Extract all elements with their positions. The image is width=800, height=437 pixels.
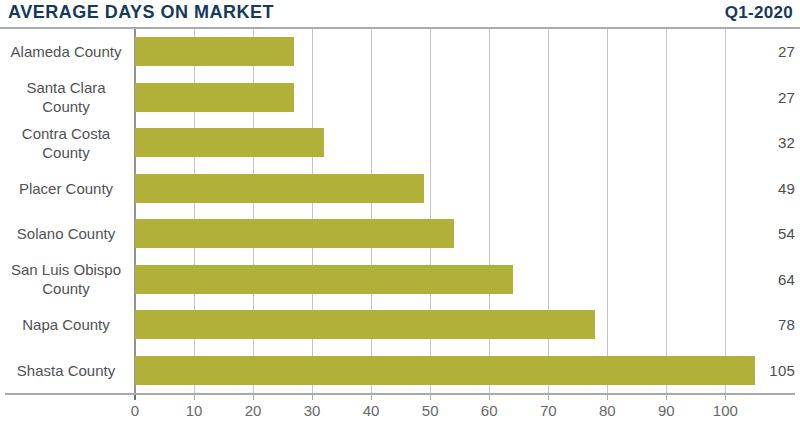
category-label-placer-county: Placer County (4, 166, 128, 212)
bar-row (135, 166, 795, 212)
tick-label: 10 (186, 402, 203, 419)
value-label-santa-clara-county: 27 (725, 75, 795, 121)
tick-mark (430, 395, 431, 400)
tick-label: 70 (540, 402, 557, 419)
bar-shasta-county (135, 356, 755, 385)
value-label-placer-county: 49 (725, 166, 795, 212)
value-label-contra-costa-county: 32 (725, 120, 795, 166)
tick-mark (194, 395, 195, 400)
bar-row (135, 302, 795, 348)
bar-row (135, 120, 795, 166)
bar-alameda-county (135, 37, 294, 66)
category-label-napa-county: Napa County (4, 302, 128, 348)
tick-mark (548, 395, 549, 400)
tick-label: 80 (599, 402, 616, 419)
bar-napa-county (135, 310, 595, 339)
tick-mark (253, 395, 254, 400)
bar-san-luis-obispo-county (135, 265, 513, 294)
category-label-san-luis-obispo-county: San Luis Obispo County (4, 257, 128, 303)
x-axis-ticks: 0102030405060708090100 (135, 395, 795, 425)
plot-area (135, 29, 795, 393)
tick-label: 100 (713, 402, 738, 419)
category-label-alameda-county: Alameda County (4, 29, 128, 75)
tick-label: 40 (363, 402, 380, 419)
value-label-napa-county: 78 (725, 302, 795, 348)
category-label-santa-clara-county: Santa Clara County (4, 75, 128, 121)
tick-mark (489, 395, 490, 400)
value-label-san-luis-obispo-county: 64 (725, 257, 795, 303)
tick-mark (666, 395, 667, 400)
bar-placer-county (135, 174, 424, 203)
bar-solano-county (135, 219, 454, 248)
value-label-solano-county: 54 (725, 211, 795, 257)
bar-row (135, 257, 795, 303)
category-label-solano-county: Solano County (4, 211, 128, 257)
period-label: Q1-2020 (725, 3, 793, 23)
tick-label: 50 (422, 402, 439, 419)
tick-label: 90 (658, 402, 675, 419)
bar-contra-costa-county (135, 128, 324, 157)
chart-canvas: AVERAGE DAYS ON MARKET Q1-2020 Alameda C… (0, 0, 800, 437)
value-labels-column: 27273249546478105 (725, 29, 795, 393)
value-label-alameda-county: 27 (725, 29, 795, 75)
bar-row (135, 211, 795, 257)
tick-mark (725, 395, 726, 400)
tick-mark (312, 395, 313, 400)
bar-row (135, 29, 795, 75)
tick-label: 0 (131, 402, 139, 419)
tick-label: 20 (245, 402, 262, 419)
bar-rows (135, 29, 795, 393)
category-labels-column: Alameda CountySanta Clara CountyContra C… (4, 29, 128, 393)
tick-mark (607, 395, 608, 400)
category-label-shasta-county: Shasta County (4, 348, 128, 394)
chart-header: AVERAGE DAYS ON MARKET Q1-2020 (8, 2, 793, 26)
tick-mark (134, 395, 136, 400)
tick-mark (371, 395, 372, 400)
value-label-shasta-county: 105 (725, 348, 795, 394)
chart-title: AVERAGE DAYS ON MARKET (8, 2, 274, 23)
bar-row (135, 348, 795, 394)
category-label-contra-costa-county: Contra Costa County (4, 120, 128, 166)
bar-santa-clara-county (135, 83, 294, 112)
tick-label: 60 (481, 402, 498, 419)
bar-row (135, 75, 795, 121)
tick-label: 30 (304, 402, 321, 419)
